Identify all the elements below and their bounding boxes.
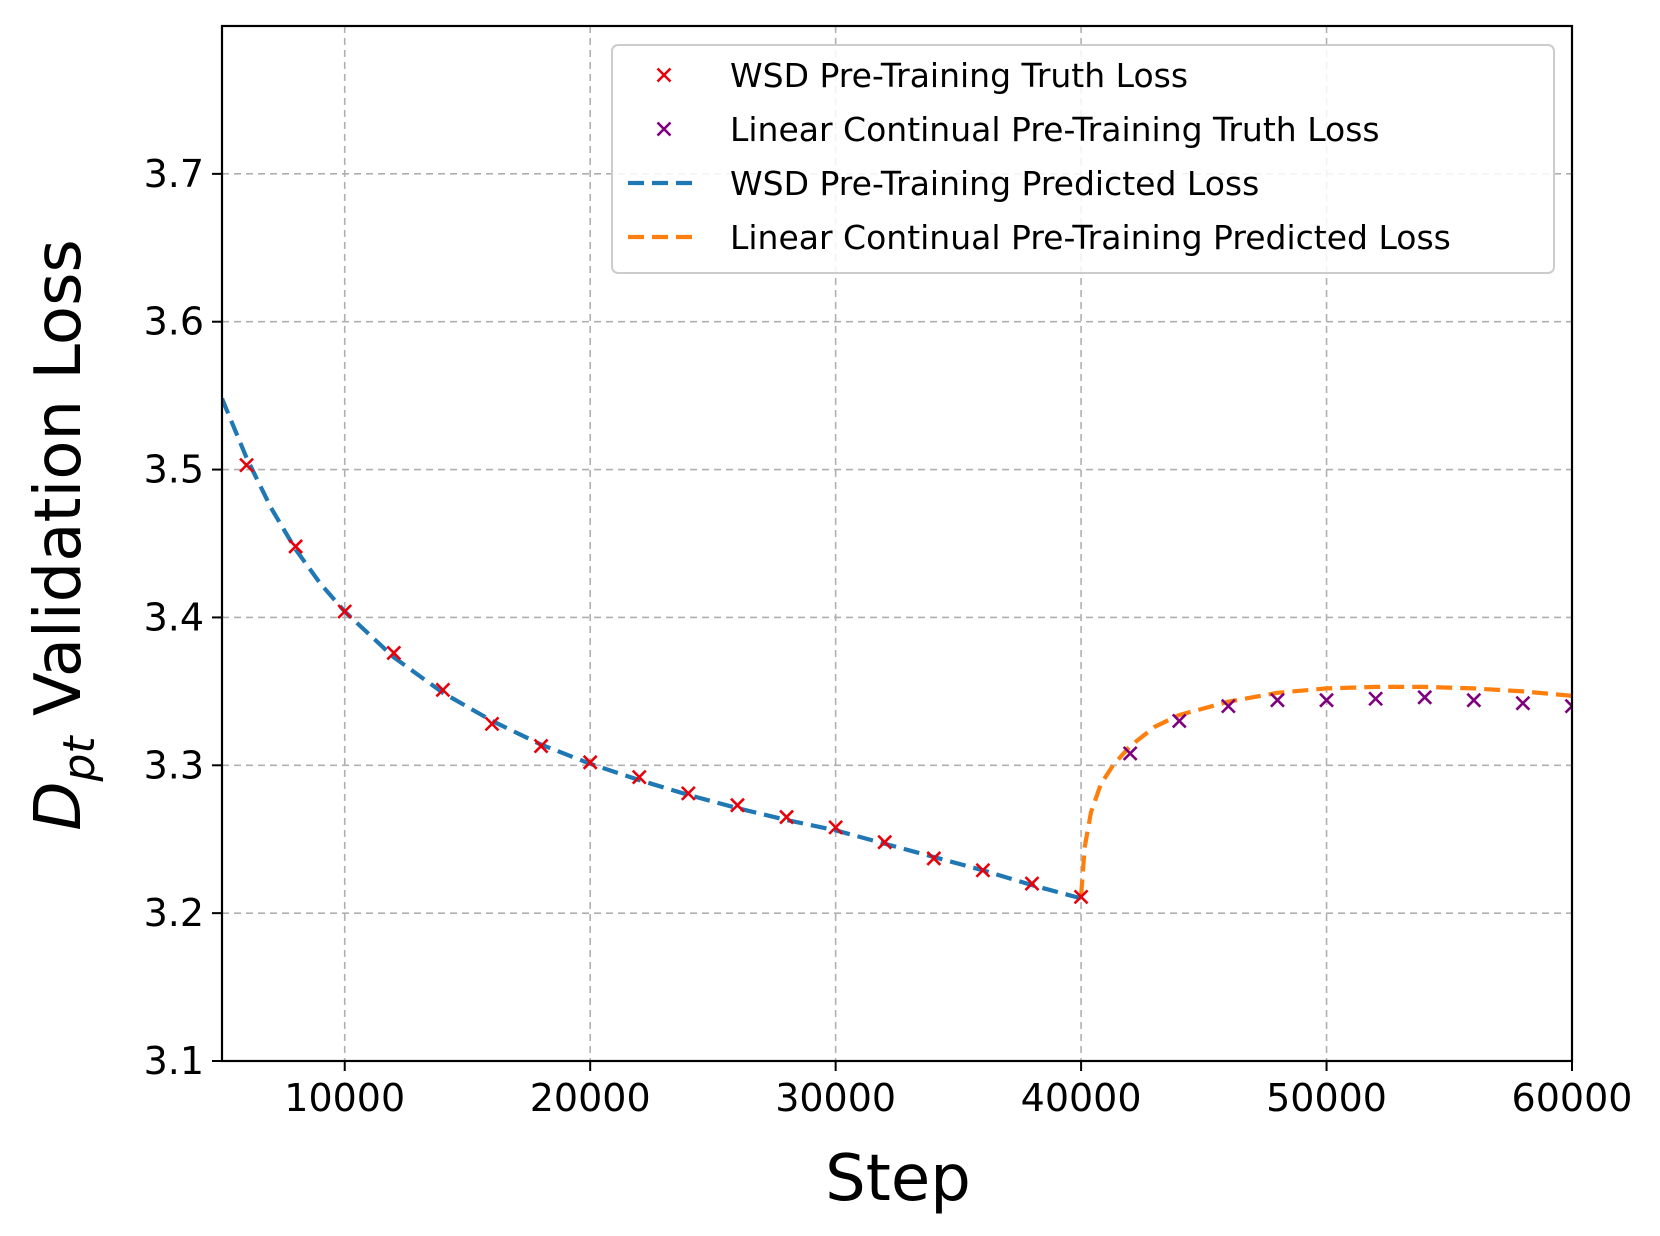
legend-entry: Linear Continual Pre-Training Predicted … [628,218,1451,257]
wsd-truth-point [533,738,549,754]
y-tick-label: 3.1 [144,1039,204,1083]
legend-label: Linear Continual Pre-Training Predicted … [730,218,1451,257]
legend-entry: Linear Continual Pre-Training Truth Loss [656,110,1380,149]
wsd-truth-point [239,457,254,473]
y-tick-label: 3.3 [144,743,204,787]
linear-continual-truth-point [1417,689,1433,705]
x-axis-title: Step [825,1142,971,1216]
wsd-truth-point [1024,876,1040,891]
wsd-truth-point [779,809,794,825]
x-tick-label: 60000 [1512,1076,1633,1120]
wsd-truth-point [337,604,353,619]
y-tick-label: 3.4 [144,595,204,639]
y-axis-title-main: D [22,782,96,831]
legend-label: Linear Continual Pre-Training Truth Loss [730,110,1380,149]
y-tick-label: 3.6 [144,300,204,344]
wsd-truth-point [828,819,844,835]
wsd-truth-point [975,862,991,878]
wsd-truth-point [680,785,696,801]
linear-continual-truth-point [1515,695,1531,711]
x-tick-label: 20000 [530,1076,651,1120]
y-tick-label: 3.7 [144,152,204,196]
legend-box [611,44,1555,274]
legend-label: WSD Pre-Training Truth Loss [730,56,1188,95]
wsd-truth-point [435,682,451,698]
x-tick-label: 40000 [1021,1076,1142,1120]
x-tick-label: 10000 [284,1076,405,1120]
y-tick-label: 3.5 [144,448,204,492]
plot-area [222,397,1572,905]
linear-continual-truth-point [1220,698,1236,714]
linear-continual-truth-point [1122,746,1138,761]
legend-label: WSD Pre-Training Predicted Loss [730,164,1259,203]
linear-continual-truth-point [1466,692,1482,708]
y-axis-title: Dpt Validation Loss [22,239,105,831]
x-tick-label: 50000 [1266,1076,1387,1120]
legend-entry: WSD Pre-Training Truth Loss [656,56,1188,95]
axes-frame [220,24,1574,1063]
wsd-truth-point [1073,889,1089,905]
wsd-truth-point [484,716,500,732]
legend-marker [656,67,672,83]
legend-marker [656,121,672,137]
wsd-truth-point [288,539,304,554]
wsd-truth-point [631,769,647,785]
y-axis-title-rest: Validation Loss [22,239,96,736]
linear-continual-truth-point [1368,691,1384,707]
wsd-truth-point [730,797,745,813]
wsd-truth-point [926,851,942,866]
linear-continual-truth-point [1564,698,1572,714]
y-tick-label: 3.2 [144,891,204,935]
series-line-linear-continual-predicted [1079,684,1572,896]
wsd-truth-point [877,834,893,850]
y-axis-title-sub: pt [54,735,105,783]
linear-continual-truth-point [1319,692,1334,708]
wsd-truth-point [386,645,402,661]
linear-continual-truth-point [1171,713,1187,729]
wsd-truth-point [582,754,598,770]
axis-ticks: 10000 20000 30000 40000 50000 60000 3.1 3.2 3.3 3… [144,152,1633,1120]
x-tick-label: 30000 [775,1076,896,1120]
legend-entry: WSD Pre-Training Predicted Loss [628,164,1259,203]
linear-continual-truth-point [1270,692,1285,708]
legend: WSD Pre-Training Truth Loss Linear Contin… [611,44,1555,274]
